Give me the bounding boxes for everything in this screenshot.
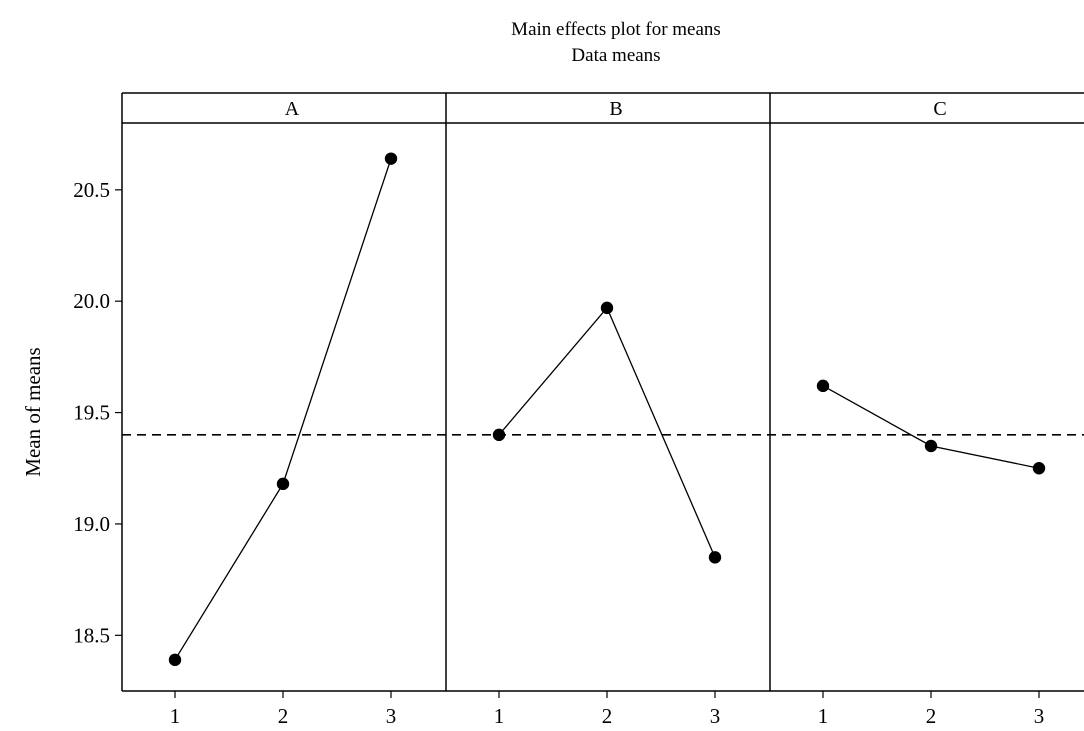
x-tick-label: 2 xyxy=(926,704,937,726)
y-tick-label: 19.5 xyxy=(73,401,110,425)
series-line-a xyxy=(174,158,392,661)
y-tick-label: 19.0 xyxy=(73,512,110,536)
x-tick-label: 1 xyxy=(818,704,829,726)
data-point xyxy=(168,653,182,667)
data-point xyxy=(924,439,938,453)
y-tick-label: 20.5 xyxy=(73,178,110,202)
panel-strip-label-b: B xyxy=(609,98,622,120)
data-point xyxy=(384,152,398,165)
x-tick-label: 1 xyxy=(494,704,505,726)
y-tick-label: 20.0 xyxy=(73,289,110,313)
series-line-c xyxy=(822,385,1040,469)
y-axis-label: Mean of means xyxy=(21,347,45,476)
data-point xyxy=(276,477,290,491)
x-tick-label: 1 xyxy=(170,704,181,726)
panel-strip-label-c: C xyxy=(933,98,946,120)
x-tick-label: 3 xyxy=(710,704,721,726)
chart-title: Main effects plot for means xyxy=(511,19,721,40)
x-tick-label: 2 xyxy=(278,704,289,726)
data-point xyxy=(708,551,722,564)
series-line-b xyxy=(498,306,716,558)
panel-strip-label-a: A xyxy=(285,98,300,120)
x-tick-label: 2 xyxy=(602,704,613,726)
y-tick-label: 18.5 xyxy=(73,623,110,647)
data-point xyxy=(600,301,614,315)
x-tick-label: 3 xyxy=(386,704,397,726)
data-point xyxy=(816,379,830,393)
x-tick-label: 3 xyxy=(1034,704,1045,726)
data-point xyxy=(1032,462,1046,475)
chart-subtitle: Data means xyxy=(571,45,660,66)
data-point xyxy=(492,428,506,442)
